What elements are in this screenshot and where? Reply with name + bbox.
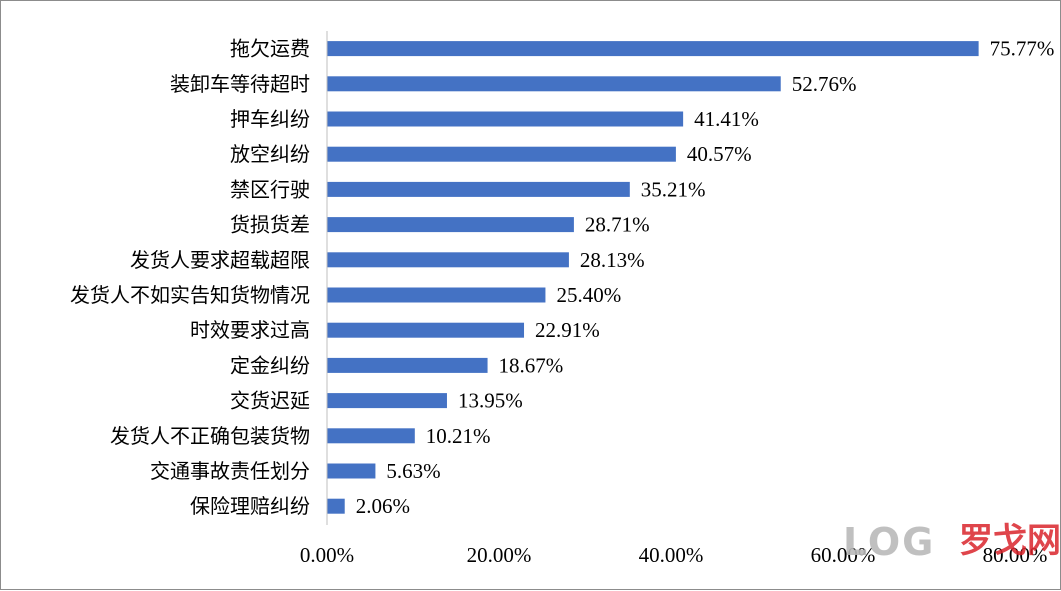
bar-2 [327, 76, 781, 92]
watermark-logo: LOG 罗戈网 [843, 520, 1061, 564]
category-label-12: 发货人不正确包装货物 [110, 424, 310, 448]
data-label-14: 2.06% [356, 494, 410, 518]
category-label-14: 保险理赔纠纷 [190, 494, 310, 518]
bar-4 [327, 146, 676, 162]
bar-3 [327, 111, 684, 127]
watermark-logo-text: LOG [843, 520, 935, 564]
category-labels: 拖欠运费装卸车等待超时押车纠纷放空纠纷禁区行驶货损货差发货人要求超载超限发货人不… [70, 37, 310, 519]
category-label-9: 时效要求过高 [190, 318, 310, 342]
bar-12 [327, 428, 415, 444]
x-tick-label-5: 80.00% [983, 543, 1048, 567]
data-label-9: 22.91% [535, 318, 600, 342]
category-label-3: 押车纠纷 [230, 107, 310, 131]
bar-14 [327, 498, 345, 514]
data-label-12: 10.21% [426, 424, 491, 448]
data-label-3: 41.41% [694, 107, 759, 131]
bars-group [327, 41, 979, 514]
category-label-11: 交货迟延 [230, 389, 310, 413]
category-label-1: 拖欠运费 [230, 37, 310, 61]
category-label-8: 发货人不如实告知货物情况 [70, 283, 310, 307]
data-label-8: 25.40% [556, 283, 621, 307]
category-label-2: 装卸车等待超时 [170, 72, 310, 96]
data-label-11: 13.95% [458, 389, 523, 413]
bar-6 [327, 217, 574, 233]
bar-5 [327, 181, 630, 197]
category-label-13: 交通事故责任划分 [150, 459, 310, 483]
bar-11 [327, 393, 447, 409]
x-tick-labels: 0.00% 20.00% 40.00% 60.00% 80.00% [300, 543, 1048, 567]
data-label-6: 28.71% [585, 213, 650, 237]
data-label-1: 75.77% [990, 37, 1055, 61]
data-label-7: 28.13% [580, 248, 645, 272]
x-tick-label-2: 20.00% [467, 543, 532, 567]
bar-1 [327, 41, 979, 57]
bar-13 [327, 463, 376, 479]
data-labels: 75.77% 52.76% 41.41% 40.57% 35.21% 28.71% 28.1… [356, 37, 1055, 519]
data-label-5: 35.21% [641, 177, 706, 201]
category-label-10: 定金纠纷 [230, 353, 310, 377]
x-tick-label-4: 60.00% [811, 543, 876, 567]
category-label-5: 禁区行驶 [230, 177, 310, 201]
category-label-4: 放空纠纷 [230, 142, 310, 166]
bar-7 [327, 252, 569, 268]
data-label-4: 40.57% [687, 142, 752, 166]
x-tick-label-3: 40.00% [639, 543, 704, 567]
bar-9 [327, 322, 525, 338]
bar-8 [327, 287, 546, 303]
bar-10 [327, 357, 488, 373]
data-label-2: 52.76% [792, 72, 857, 96]
category-label-7: 发货人要求超载超限 [130, 248, 310, 272]
watermark-brand-text: 罗戈网 [959, 521, 1061, 561]
category-label-6: 货损货差 [230, 213, 310, 237]
x-tick-label-1: 0.00% [300, 543, 354, 567]
data-label-13: 5.63% [386, 459, 440, 483]
data-label-10: 18.67% [499, 353, 564, 377]
